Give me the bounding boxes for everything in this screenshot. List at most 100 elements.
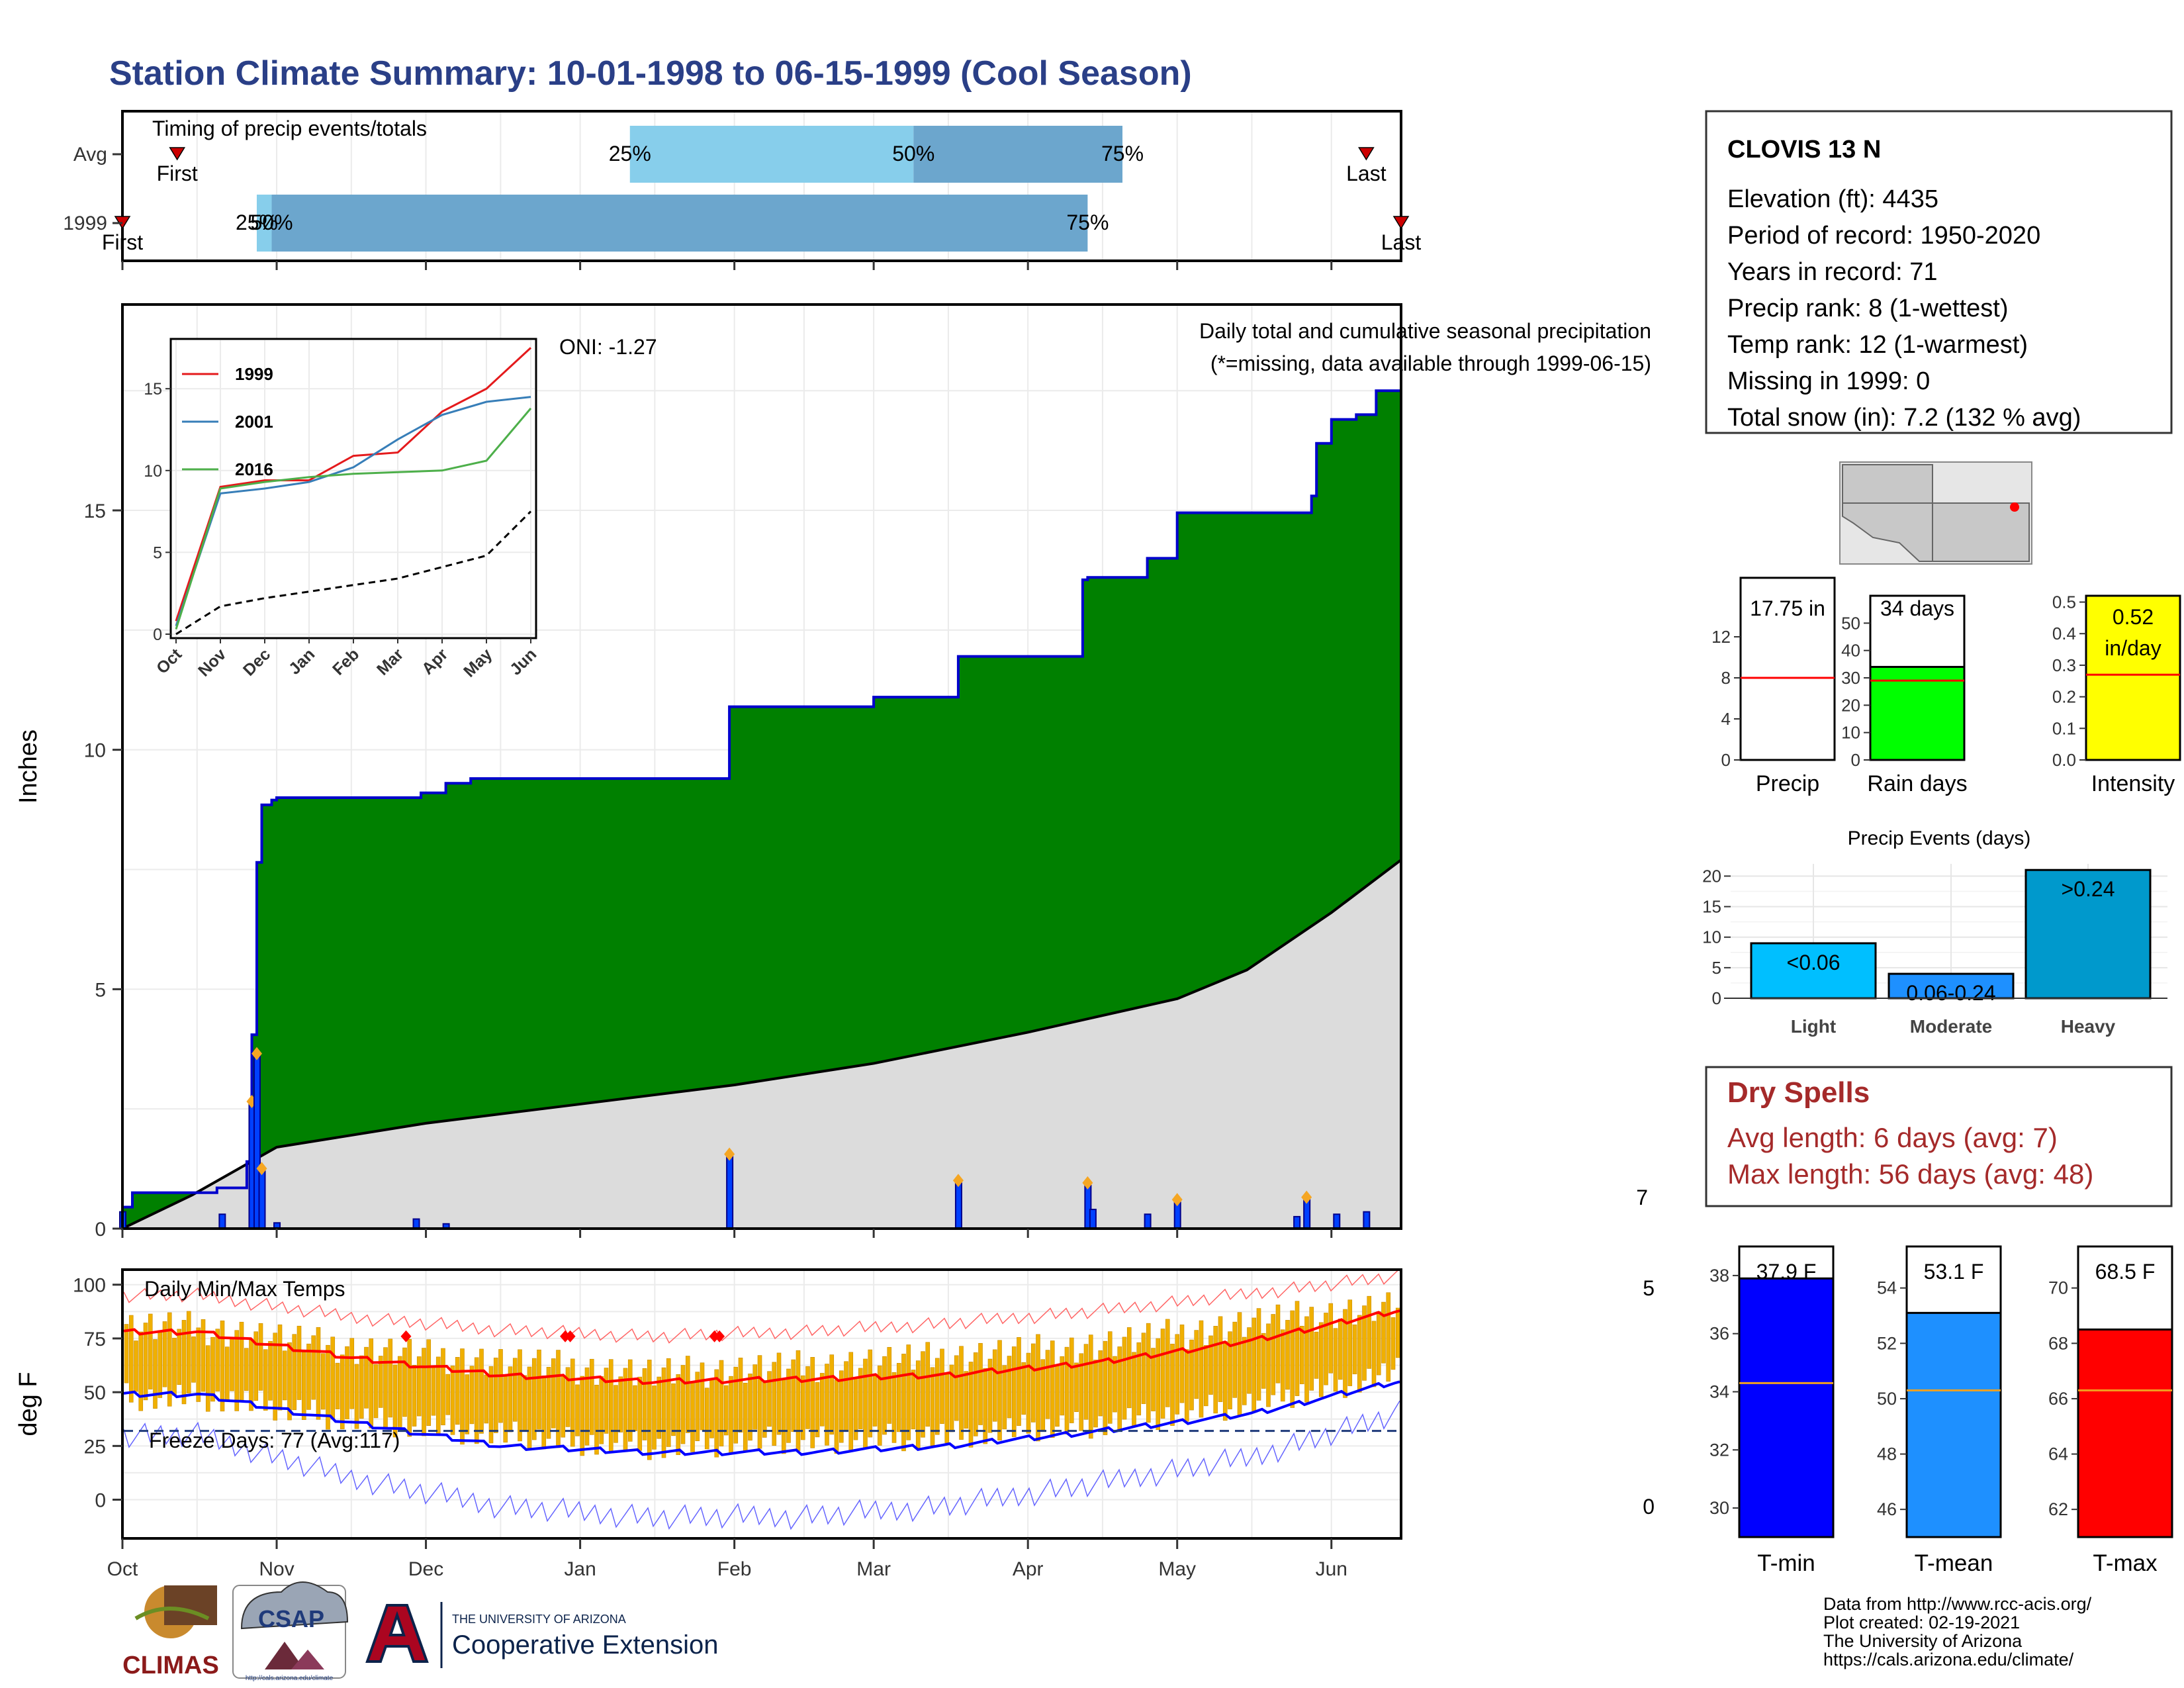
daily-temp-range-bar (1371, 1321, 1377, 1387)
daily-temp-range-bar (618, 1376, 623, 1432)
daily-temp-range-bar (1074, 1362, 1079, 1412)
daily-temp-range-bar (1386, 1292, 1391, 1382)
csap-logo[interactable]: CSAP http://cals.arizona.edu/climate (232, 1581, 349, 1682)
first-event-label: First (157, 162, 198, 185)
daily-precip-bar (1333, 1213, 1341, 1230)
daily-temp-range-bar (599, 1376, 604, 1444)
temp-series-line (123, 1268, 1400, 1344)
precip-note: Daily total and cumulative seasonal prec… (1199, 319, 1651, 343)
station-missing: Missing in 1999: 0 (1727, 367, 1930, 395)
daily-temp-range-bar (1242, 1336, 1247, 1405)
daily-precip-bar (1363, 1211, 1371, 1230)
daily-temp-range-bar (1179, 1324, 1185, 1403)
y-tick-label: 0 (1712, 988, 1721, 1008)
daily-temp-range-bar (911, 1370, 916, 1430)
daily-temp-range-bar (973, 1352, 978, 1436)
daily-temp-range-bar (244, 1348, 249, 1391)
daily-temp-range-bar (1045, 1350, 1050, 1419)
precip-events-chart: Precip Events (days) 05101520<0.06Light0… (1702, 827, 2167, 1037)
event-bar-label: <0.06 (1787, 951, 1841, 974)
climas-logo[interactable]: CLIMAS (122, 1585, 219, 1679)
y-tick-label: 10 (84, 740, 106, 762)
y-tick-label: 10 (144, 462, 162, 481)
daily-temp-range-bar (959, 1346, 964, 1440)
daily-temp-range-bar (134, 1340, 138, 1392)
daily-temp-range-bar (815, 1382, 820, 1438)
daily-temp-range-bar (1362, 1305, 1367, 1381)
event-bar-label: 0.06-0.24 (1906, 981, 1995, 1005)
y-tick-label: 0.3 (2052, 655, 2076, 675)
daily-temp-range-bar (1333, 1328, 1338, 1392)
daily-temp-range-bar (637, 1376, 643, 1451)
daily-temp-range-bar (349, 1338, 355, 1409)
daily-temp-range-bar (819, 1373, 825, 1427)
daily-precip-bar (1144, 1213, 1152, 1230)
daily-temp-range-bar (153, 1339, 158, 1409)
daily-temp-range-bar (791, 1359, 796, 1432)
daily-temp-range-bar (1007, 1356, 1012, 1419)
timing-bar-25-50 (256, 195, 272, 252)
daily-temp-range-bar (340, 1354, 345, 1430)
daily-temp-range-bar (1055, 1366, 1060, 1427)
daily-temp-range-bar (589, 1358, 594, 1435)
daily-temp-range-bar (205, 1345, 210, 1412)
ua-logo[interactable]: THE UNIVERSITY OF ARIZONA Cooperative Ex… (365, 1602, 718, 1668)
daily-temp-range-bar (709, 1378, 714, 1438)
daily-temp-range-bar (1352, 1324, 1357, 1374)
daily-temp-range-bar (805, 1366, 810, 1429)
summary-bars: 0 4 8 12 17.75 in Precip 0 10 20 30 40 50 34 days Rai… (1711, 577, 2181, 796)
y-tick-label: 66 (2048, 1389, 2068, 1409)
daily-temp-range-bar (1343, 1309, 1347, 1398)
daily-temp-range-bar (239, 1321, 244, 1401)
daily-temp-range-bar (1036, 1334, 1040, 1442)
daily-temp-range-bar (1213, 1326, 1218, 1414)
daily-temp-range-bar (493, 1357, 498, 1433)
heavy-day-marker (1171, 1193, 1183, 1207)
daily-temp-range-bar (230, 1338, 234, 1391)
temp-bar-name: T-min (1757, 1550, 1815, 1576)
heavy-day-marker (724, 1147, 735, 1161)
x-tick-label: Feb (717, 1558, 752, 1580)
temp-bar-name: T-max (2093, 1550, 2158, 1576)
daily-temp-range-bar (896, 1363, 901, 1432)
daily-temp-range-bar (872, 1374, 878, 1427)
precip-plot (119, 379, 1402, 1230)
daily-temp-range-bar (210, 1336, 215, 1402)
daily-temp-range-bar (1030, 1343, 1036, 1423)
cumulative-precip-area-average (122, 860, 1401, 1229)
daily-temp-range-bar (1357, 1315, 1362, 1393)
daily-temp-range-bar (167, 1312, 172, 1407)
daily-precip-bar (412, 1218, 420, 1230)
daily-temp-range-bar (1136, 1342, 1142, 1416)
y-tick-label: 5 (153, 543, 162, 562)
daily-temp-range-bar (839, 1370, 844, 1443)
daily-temp-range-bar (633, 1385, 637, 1431)
daily-temp-range-bar (882, 1356, 887, 1435)
daily-temp-range-bar (1083, 1344, 1089, 1420)
daily-temp-range-bar (987, 1358, 993, 1433)
precip-frame (121, 303, 1402, 1230)
daily-temp-range-bar (301, 1352, 306, 1421)
daily-temp-range-bar (1251, 1317, 1257, 1413)
daily-temp-range-bar (518, 1349, 522, 1442)
station-temp-rank: Temp rank: 12 (1-warmest) (1727, 331, 2028, 359)
daily-precip-bar (258, 1170, 266, 1229)
y-tick-label: 52 (1877, 1333, 1897, 1353)
daily-precip-bar (1303, 1199, 1311, 1230)
daily-temp-range-bar (834, 1380, 839, 1454)
temp-series-line (123, 1400, 1400, 1530)
daily-temp-range-bar (776, 1352, 782, 1435)
x-tick-label: Dec (408, 1558, 443, 1580)
daily-temp-range-bar (1285, 1320, 1290, 1390)
x-tick-label: Jan (564, 1558, 596, 1580)
inset-plot (172, 340, 535, 637)
temp-heading: Daily Min/Max Temps (144, 1277, 345, 1301)
daily-temp-range-bar (1060, 1356, 1065, 1416)
heavy-day-marker (256, 1162, 267, 1176)
dry-spells-max: Max length: 56 days (avg: 48) (1727, 1158, 2093, 1190)
daily-temp-range-bar (1318, 1322, 1324, 1397)
daily-temp-range-bar (887, 1346, 892, 1424)
daily-temp-range-bar (1098, 1350, 1103, 1417)
temp-summary-bars: 30 32 34 36 38 37.9 F T-min 46 48 50 52 54 53.1 F T-m… (1709, 1245, 2173, 1576)
daily-temp-range-bar (992, 1349, 997, 1422)
